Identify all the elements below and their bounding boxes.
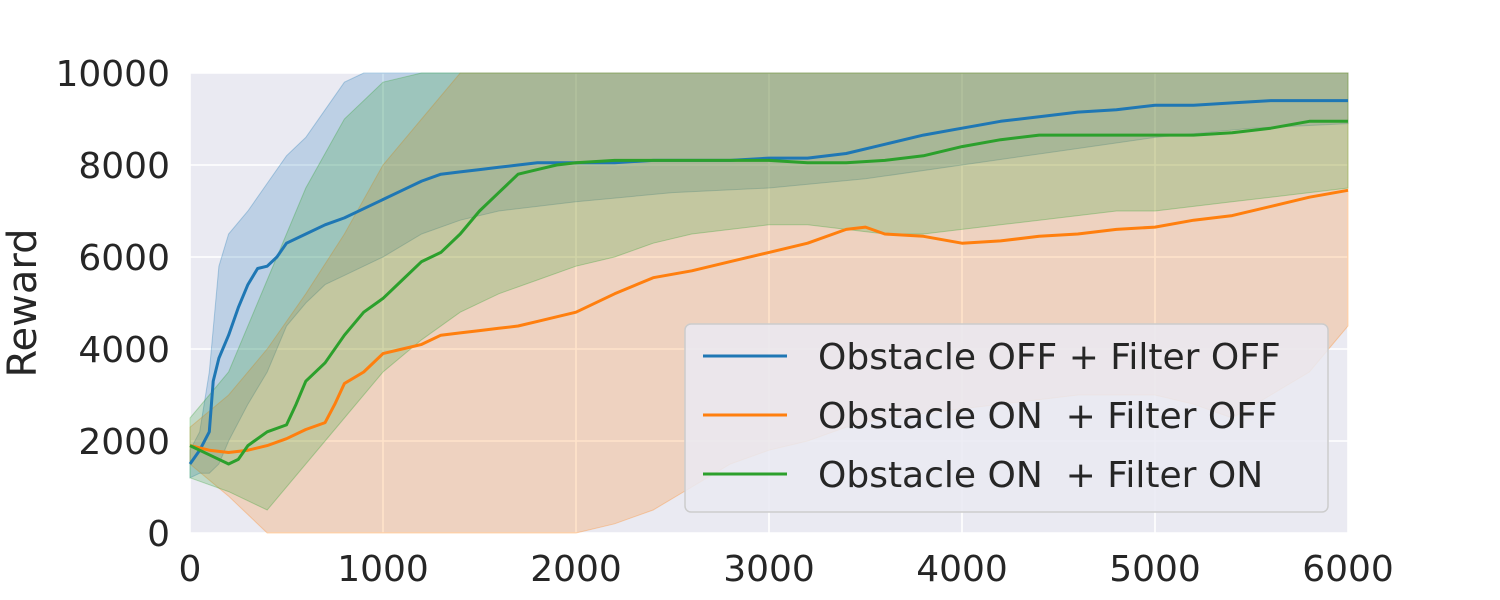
y-tick-label: 6000 (78, 238, 170, 279)
series-2-line (189, 188, 1349, 454)
x-tick-label: 5000 (1109, 549, 1201, 590)
series-2-band (189, 72, 1349, 534)
x-tick-label: 1000 (337, 549, 429, 590)
y-tick-label: 10000 (55, 54, 170, 95)
legend-label-3: Obstacle ON + Filter ON (818, 455, 1263, 496)
x-tick-label: 3000 (723, 549, 815, 590)
y-axis-label: Reward (0, 229, 46, 378)
x-tick-label: 0 (179, 549, 202, 590)
x-tick-label: 4000 (916, 549, 1008, 590)
y-tick-label: 0 (147, 514, 170, 555)
y-tick-label: 2000 (78, 422, 170, 463)
x-tick-label: 2000 (530, 549, 622, 590)
series-3-band (189, 72, 1349, 511)
y-tick-label: 8000 (78, 146, 170, 187)
series-1-band (189, 72, 1349, 479)
legend-label-2: Obstacle ON + Filter OFF (818, 396, 1278, 437)
series-1-line (188, 99, 1348, 465)
confidence-bands (189, 72, 1349, 534)
tick-labels: 0 1000 2000 3000 4000 5000 6000 0 2000 4000 6000 80… (55, 54, 1393, 590)
legend-box (684, 323, 1329, 513)
y-tick-label: 4000 (78, 330, 170, 371)
legend: Obstacle OFF + Filter OFF Obstacle ON + F… (684, 323, 1329, 513)
series-3-line (189, 119, 1348, 466)
x-tick-label: 6000 (1302, 549, 1394, 590)
legend-label-1: Obstacle OFF + Filter OFF (818, 337, 1281, 378)
series-lines (188, 99, 1349, 466)
